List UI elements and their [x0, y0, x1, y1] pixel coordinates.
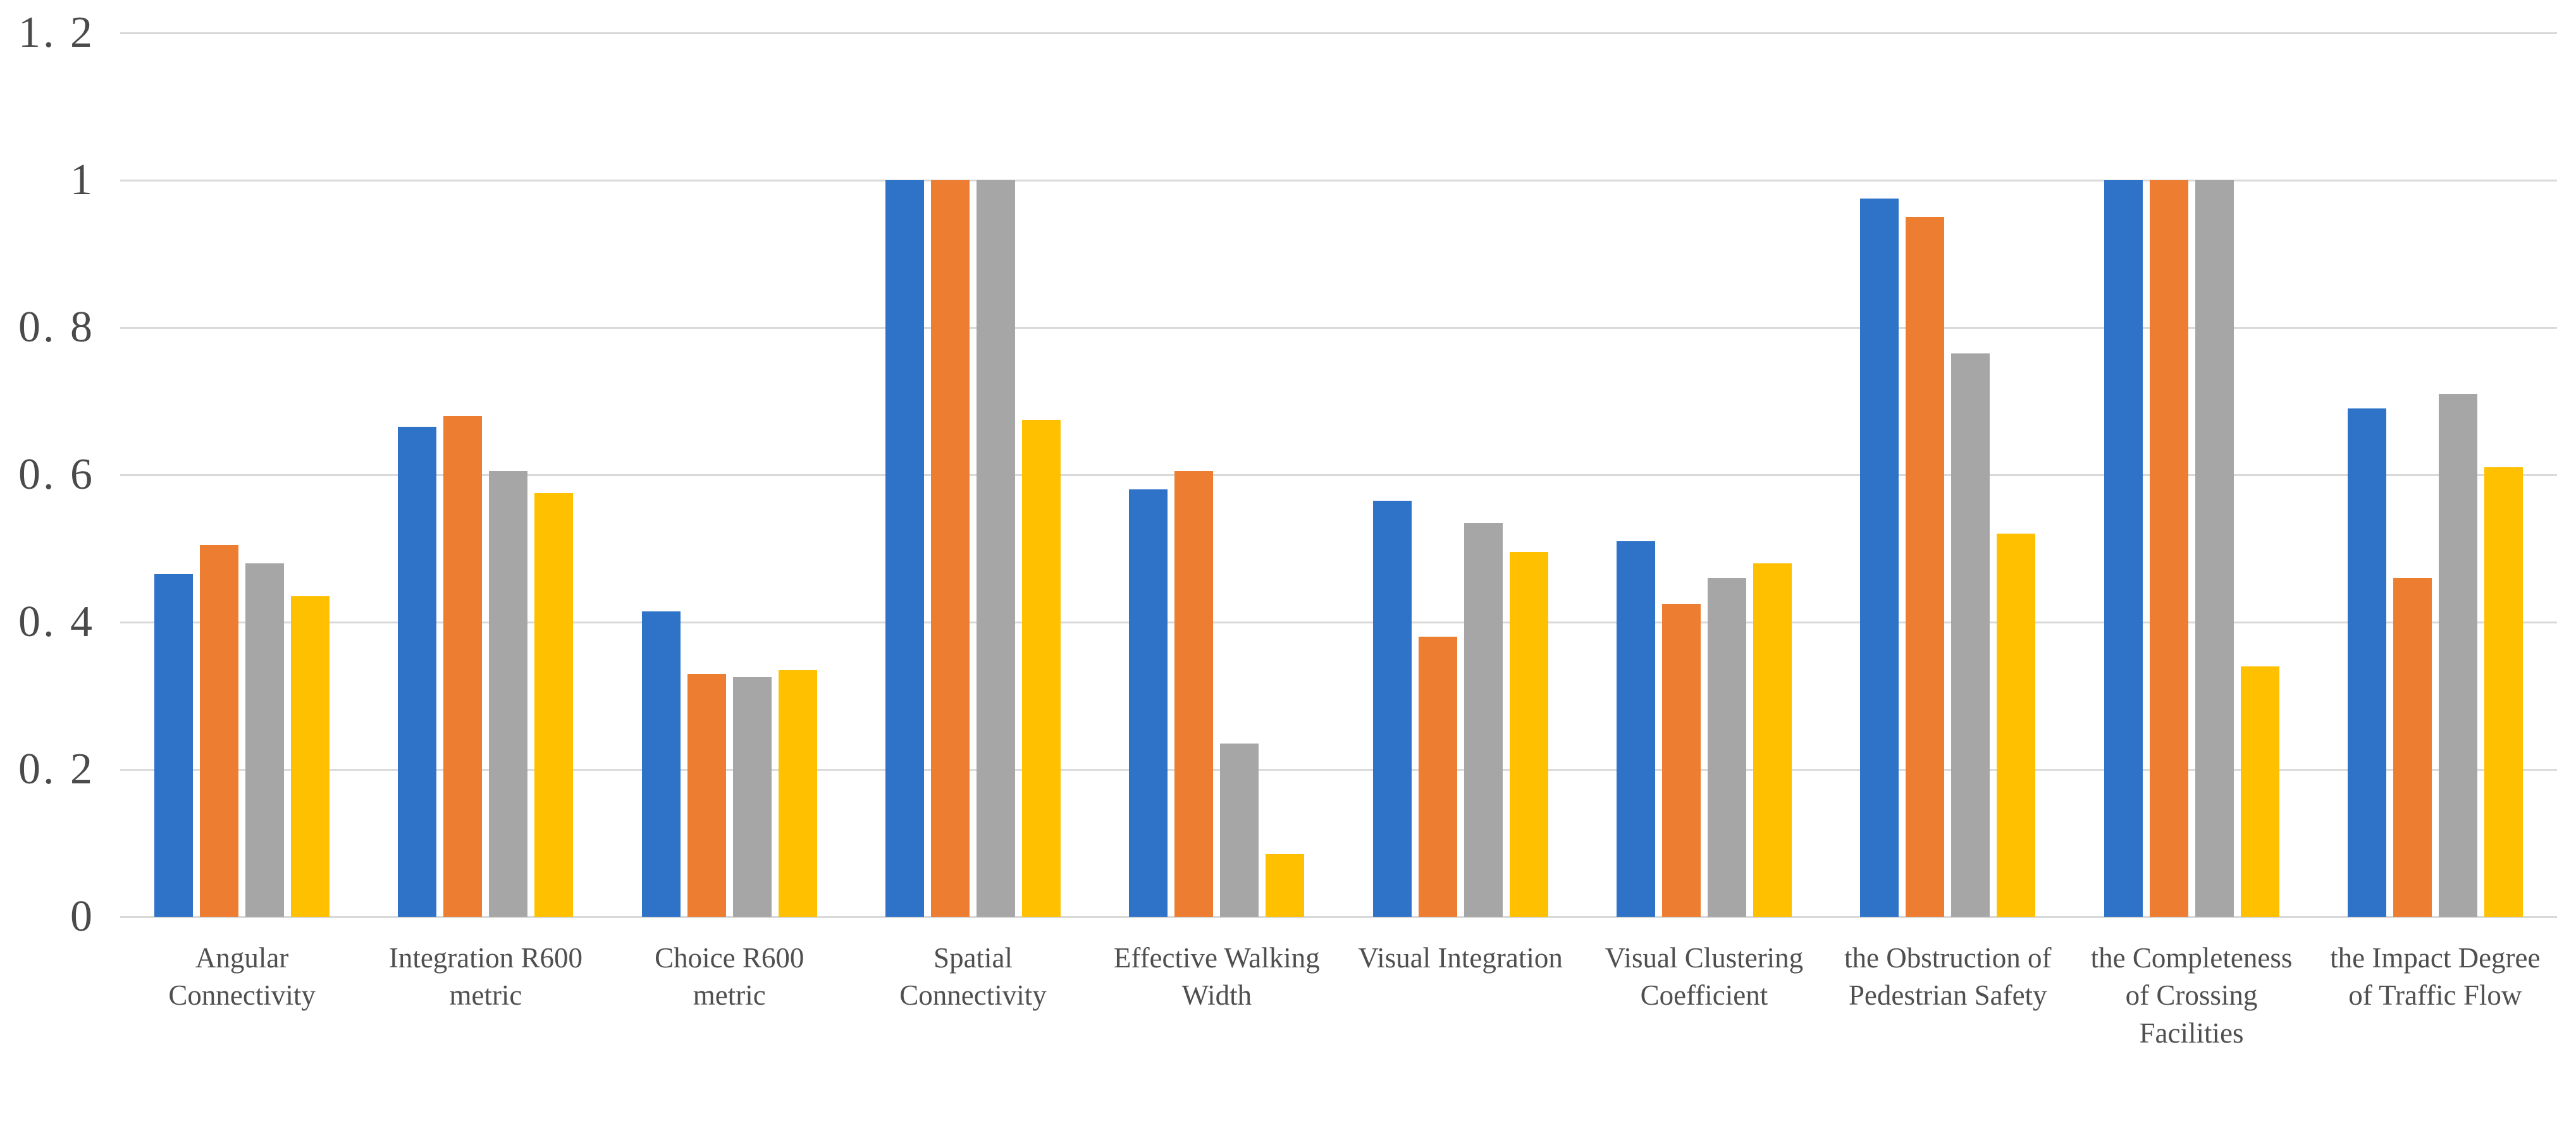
bar-orange: [1418, 637, 1457, 917]
y-axis-tick-label: 1: [70, 156, 95, 204]
bar-group: [608, 33, 851, 917]
y-axis-tick-label: 0. 4: [18, 597, 95, 646]
bar-yellow: [291, 596, 330, 917]
bar-yellow: [2240, 666, 2279, 917]
x-axis-category-label: the Obstruction of Pedestrian Safety: [1844, 942, 2052, 1012]
x-axis-category-label: the Completeness of Crossing Facilities: [2090, 942, 2293, 1049]
bar-gray: [2438, 393, 2477, 917]
bar-groups: [120, 33, 2557, 917]
bar-group: [364, 33, 607, 917]
bar-orange: [1906, 217, 1945, 917]
y-axis-tick-label: 0. 2: [18, 745, 95, 793]
bar-blue: [1129, 489, 1168, 917]
bar-blue: [2347, 408, 2386, 917]
bar-orange: [687, 673, 726, 917]
bar-gray: [732, 677, 772, 917]
gridline: [120, 180, 2557, 181]
bar-blue: [641, 611, 681, 917]
x-axis-category-label: Choice R600 metric: [655, 942, 804, 1012]
x-axis-category-label: Spatial Connectivity: [899, 942, 1047, 1012]
x-axis-category-label: Integration R600 metric: [388, 942, 583, 1012]
gridline: [120, 32, 2557, 34]
bar-gray: [489, 471, 528, 917]
bar-orange: [1174, 471, 1214, 917]
gridline: [120, 769, 2557, 771]
x-axis-labels: Angular Connectivity Integration R600 met…: [120, 940, 2557, 1052]
bar-blue: [885, 180, 925, 917]
bar-blue: [398, 427, 437, 917]
bar-orange: [1661, 603, 1701, 917]
bar-blue: [1616, 541, 1655, 917]
gridline: [120, 916, 2557, 918]
x-axis-category-label: Visual Integration: [1358, 942, 1563, 974]
gridline: [120, 622, 2557, 623]
bar-yellow: [1266, 854, 1305, 917]
bar-group: [1582, 33, 1826, 917]
x-axis-category-label: the Impact Degree of Traffic Flow: [2330, 942, 2541, 1012]
bar-orange: [931, 180, 970, 917]
bar-yellow: [778, 670, 817, 917]
bar-yellow: [2484, 467, 2523, 917]
bar-orange: [443, 415, 483, 917]
bar-orange: [2393, 578, 2432, 917]
bar-group: [2069, 33, 2313, 917]
plot-area: [120, 32, 2557, 918]
bar-gray: [2195, 180, 2234, 917]
bar-gray: [1220, 744, 1259, 917]
bar-gray: [245, 563, 285, 917]
bar-yellow: [1753, 563, 1792, 917]
bar-blue: [1372, 500, 1412, 917]
x-axis-category-label: Visual Clustering Coefficient: [1605, 942, 1804, 1012]
bar-blue: [154, 574, 194, 917]
bar-blue: [1860, 199, 1899, 917]
y-axis: 0 0. 2 0. 4 0. 6 0. 8 1 1. 2: [0, 11, 95, 939]
bar-group: [1826, 33, 2069, 917]
y-axis-tick-label: 0. 8: [18, 303, 95, 352]
x-axis-category-label: Effective Walking Width: [1113, 942, 1320, 1012]
x-axis-category-label: Angular Connectivity: [168, 942, 316, 1012]
bar-orange: [200, 544, 239, 917]
y-axis-tick-label: 1. 2: [18, 8, 95, 57]
bar-blue: [2104, 180, 2143, 917]
bar-orange: [2149, 180, 2188, 917]
gridline: [120, 327, 2557, 329]
gridline: [120, 474, 2557, 476]
bar-yellow: [1022, 419, 1061, 917]
y-axis-tick-label: 0. 6: [18, 450, 95, 499]
bar-group: [1338, 33, 1582, 917]
bar-group: [2314, 33, 2557, 917]
bar-yellow: [1509, 552, 1548, 917]
bar-group: [1095, 33, 1338, 917]
bar-yellow: [534, 493, 574, 917]
bar-group: [851, 33, 1095, 917]
bar-gray: [1707, 578, 1746, 917]
bar-gray: [977, 180, 1016, 917]
bar-group: [120, 33, 364, 917]
bar-gray: [1464, 522, 1503, 917]
y-axis-tick-label: 0: [70, 892, 95, 941]
bar-gray: [1951, 353, 1990, 917]
bar-yellow: [1997, 534, 2036, 917]
